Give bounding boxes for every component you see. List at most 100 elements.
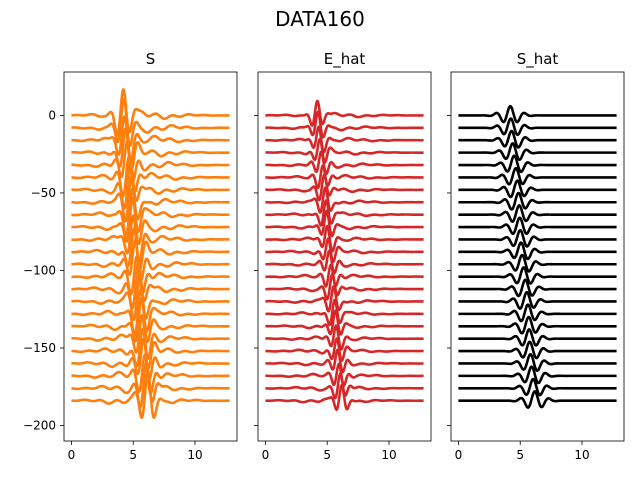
y-tick-label: −200 bbox=[23, 418, 56, 432]
trace-line bbox=[457, 340, 618, 360]
traces-s bbox=[70, 88, 231, 419]
x-tick-label: 10 bbox=[381, 448, 396, 462]
trace-line bbox=[70, 261, 231, 310]
trace-line bbox=[457, 204, 618, 223]
trace-line bbox=[457, 253, 618, 273]
trace-line bbox=[457, 104, 618, 124]
trace-line bbox=[70, 227, 231, 271]
trace-line bbox=[457, 241, 618, 261]
trace-line bbox=[457, 117, 618, 137]
trace-line bbox=[70, 140, 231, 183]
trace-line bbox=[457, 266, 618, 285]
trace-line bbox=[457, 154, 618, 174]
trace-line bbox=[457, 390, 618, 409]
trace-line bbox=[70, 161, 231, 210]
panel-e-hat: E_hat 0 5 10 bbox=[254, 50, 432, 462]
trace-line bbox=[264, 186, 425, 214]
trace-line bbox=[70, 155, 231, 198]
figure-title: DATA160 bbox=[275, 7, 365, 31]
y-tick-label: −100 bbox=[23, 263, 56, 277]
trace-line bbox=[264, 249, 425, 275]
trace-line bbox=[457, 290, 618, 310]
trace-line bbox=[70, 175, 231, 223]
x-tick-label: 5 bbox=[129, 448, 137, 462]
axes-frame bbox=[257, 71, 432, 442]
trace-line bbox=[457, 278, 618, 298]
x-tick-label: 0 bbox=[455, 448, 463, 462]
trace-line bbox=[70, 127, 231, 171]
panel-title: S bbox=[146, 50, 156, 68]
ticks-s-hat: 0 5 10 bbox=[447, 115, 590, 462]
x-tick-label: 10 bbox=[574, 448, 589, 462]
panel-s: S 0 5 10 0 −50 −100 −150 −200 bbox=[23, 50, 238, 462]
ticks-e-hat: 0 5 10 bbox=[254, 115, 397, 462]
y-tick-label: 0 bbox=[48, 108, 56, 122]
trace-line bbox=[70, 327, 231, 370]
trace-line bbox=[70, 238, 231, 282]
trace-line bbox=[457, 216, 618, 236]
y-tick-label: −150 bbox=[23, 341, 56, 355]
y-tick-label: −50 bbox=[31, 186, 56, 200]
trace-line bbox=[264, 298, 425, 327]
trace-line bbox=[457, 142, 618, 162]
trace-line bbox=[264, 137, 425, 164]
trace-line bbox=[70, 187, 231, 237]
trace-line bbox=[457, 352, 618, 372]
x-tick-label: 10 bbox=[187, 448, 202, 462]
trace-line bbox=[264, 285, 425, 313]
trace-line bbox=[264, 209, 425, 238]
trace-line bbox=[264, 309, 425, 336]
trace-line bbox=[70, 88, 231, 137]
panel-title: S_hat bbox=[517, 50, 559, 69]
trace-line bbox=[264, 164, 425, 190]
trace-line bbox=[70, 371, 231, 419]
axes-frame bbox=[450, 71, 625, 442]
trace-line bbox=[264, 263, 425, 288]
trace-line bbox=[264, 173, 425, 202]
trace-line bbox=[457, 179, 618, 199]
trace-line bbox=[264, 237, 425, 264]
trace-line bbox=[457, 166, 618, 186]
traces-s-hat bbox=[457, 104, 618, 409]
traces-e-hat bbox=[264, 99, 425, 412]
trace-line bbox=[70, 314, 231, 360]
ticks-s: 0 5 10 0 −50 −100 −150 −200 bbox=[23, 108, 203, 462]
trace-line bbox=[264, 99, 425, 127]
axes-frame bbox=[63, 71, 238, 442]
trace-line bbox=[264, 272, 425, 301]
x-tick-label: 0 bbox=[262, 448, 270, 462]
trace-line bbox=[70, 214, 231, 263]
trace-line bbox=[457, 129, 618, 149]
trace-line bbox=[264, 362, 425, 387]
trace-line bbox=[264, 348, 425, 374]
trace-line bbox=[457, 191, 618, 211]
trace-line bbox=[264, 224, 425, 253]
trace-line bbox=[70, 297, 231, 343]
trace-line bbox=[457, 315, 618, 335]
trace-line bbox=[70, 115, 231, 165]
x-tick-label: 5 bbox=[516, 448, 524, 462]
trace-line bbox=[70, 196, 231, 246]
trace-line bbox=[457, 377, 618, 397]
trace-line bbox=[70, 287, 231, 337]
trace-line bbox=[264, 199, 425, 227]
trace-line bbox=[70, 273, 231, 322]
trace-line bbox=[264, 125, 425, 154]
trace-line bbox=[457, 328, 618, 347]
panel-title: E_hat bbox=[324, 50, 366, 69]
x-tick-label: 5 bbox=[323, 448, 331, 462]
trace-line bbox=[457, 303, 618, 323]
panel-s-hat: S_hat 0 5 10 bbox=[447, 50, 625, 462]
trace-line bbox=[264, 110, 425, 139]
trace-line bbox=[264, 383, 425, 412]
trace-line bbox=[264, 324, 425, 351]
trace-line bbox=[264, 337, 425, 363]
trace-line bbox=[457, 365, 618, 385]
trace-line bbox=[457, 228, 618, 248]
trace-line bbox=[70, 97, 231, 148]
trace-line bbox=[70, 337, 231, 380]
trace-line bbox=[264, 150, 425, 176]
x-tick-label: 0 bbox=[68, 448, 76, 462]
trace-line bbox=[70, 254, 231, 296]
